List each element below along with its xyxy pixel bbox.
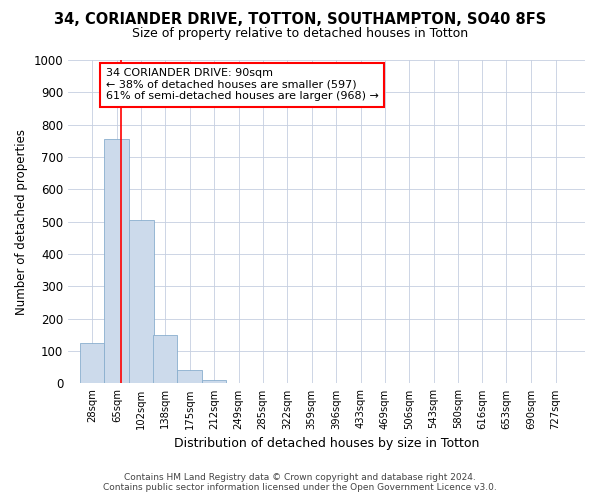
Bar — [178, 370, 202, 384]
Bar — [129, 220, 154, 384]
Text: Contains HM Land Registry data © Crown copyright and database right 2024.
Contai: Contains HM Land Registry data © Crown c… — [103, 473, 497, 492]
Y-axis label: Number of detached properties: Number of detached properties — [15, 128, 28, 314]
Text: Size of property relative to detached houses in Totton: Size of property relative to detached ho… — [132, 28, 468, 40]
Text: 34 CORIANDER DRIVE: 90sqm
← 38% of detached houses are smaller (597)
61% of semi: 34 CORIANDER DRIVE: 90sqm ← 38% of detac… — [106, 68, 379, 102]
Bar — [80, 343, 104, 384]
X-axis label: Distribution of detached houses by size in Totton: Distribution of detached houses by size … — [174, 437, 479, 450]
Bar — [104, 139, 129, 384]
Bar — [153, 335, 178, 384]
Text: 34, CORIANDER DRIVE, TOTTON, SOUTHAMPTON, SO40 8FS: 34, CORIANDER DRIVE, TOTTON, SOUTHAMPTON… — [54, 12, 546, 28]
Bar — [202, 380, 226, 384]
